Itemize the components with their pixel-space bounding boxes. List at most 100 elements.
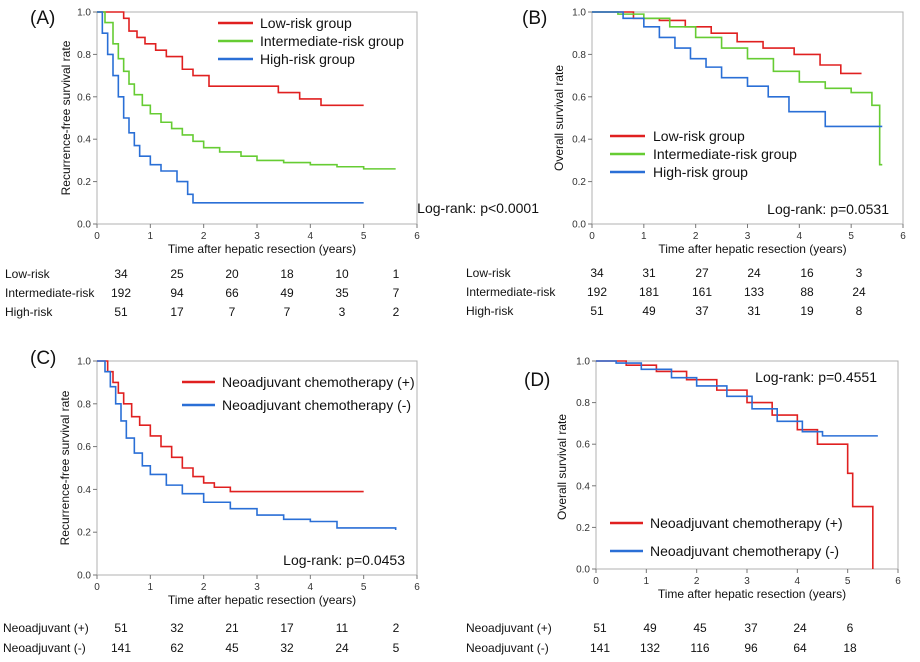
risk-table-value: 1 [393, 267, 400, 281]
risk-table-value: 34 [114, 267, 128, 281]
y-axis-label: Overall survival rate [552, 65, 566, 171]
x-tick-label: 5 [848, 231, 854, 242]
panel-label-A: (A) [30, 8, 55, 29]
legend-entry: High-risk group [653, 164, 748, 180]
risk-table-value: 192 [111, 286, 131, 300]
y-tick-label: 0.6 [572, 92, 586, 103]
x-tick-label: 2 [694, 576, 700, 587]
risk-table-value: 16 [800, 266, 814, 280]
risk-table-value: 21 [225, 621, 239, 635]
log-rank-annotation: Log-rank: p=0.0531 [767, 201, 889, 217]
risk-table-value: 24 [335, 641, 349, 655]
y-tick-label: 0.0 [77, 571, 91, 582]
risk-table-value: 8 [856, 304, 863, 318]
y-tick-label: 0.2 [572, 177, 586, 188]
y-tick-label: 0.4 [572, 135, 586, 146]
risk-table-row-label: Intermediate-risk [5, 286, 95, 300]
km-curve-A-2 [97, 11, 364, 204]
y-tick-label: 0.4 [77, 485, 91, 496]
y-tick-label: 0.2 [576, 523, 590, 534]
risk-table-value: 94 [170, 286, 184, 300]
legend-entry: Intermediate-risk group [653, 146, 797, 162]
x-tick-label: 1 [148, 582, 154, 593]
x-tick-label: 5 [361, 231, 367, 242]
x-axis-label: Time after hepatic resection (years) [168, 242, 356, 256]
y-tick-label: 0.2 [77, 528, 91, 539]
risk-table-value: 3 [339, 305, 346, 319]
risk-table-value: 32 [280, 641, 294, 655]
log-rank-annotation: Log-rank: p<0.0001 [417, 200, 539, 216]
x-tick-label: 0 [593, 576, 599, 587]
risk-table-row-label: Neoadjuvant (-) [3, 641, 86, 655]
risk-table-value: 116 [690, 641, 709, 655]
risk-table-value: 25 [170, 267, 184, 281]
x-tick-label: 3 [254, 582, 260, 593]
risk-table-value: 5 [393, 641, 400, 655]
risk-table-value: 2 [393, 621, 400, 635]
x-tick-label: 4 [797, 231, 803, 242]
legend-entry: Neoadjuvant chemotherapy (-) [222, 397, 411, 413]
risk-table-value: 11 [336, 621, 349, 635]
km-curve-C-1 [97, 360, 397, 531]
x-tick-label: 1 [148, 231, 154, 242]
risk-table-row-label: High-risk [5, 305, 53, 319]
risk-table-row-label: Intermediate-risk [466, 285, 556, 299]
risk-table-value: 35 [335, 286, 349, 300]
x-tick-label: 4 [308, 582, 314, 593]
x-tick-label: 0 [94, 231, 100, 242]
risk-table-value: 19 [800, 304, 814, 318]
risk-table-value: 49 [643, 621, 657, 635]
risk-table-value: 141 [590, 641, 610, 655]
x-tick-label: 5 [845, 576, 851, 587]
risk-table-value: 17 [170, 305, 184, 319]
risk-table-value: 132 [640, 641, 660, 655]
risk-table-value: 51 [590, 304, 604, 318]
y-tick-label: 1.0 [77, 8, 91, 19]
legend-entry: High-risk group [260, 51, 355, 67]
risk-table-value: 17 [280, 621, 294, 635]
x-axis-label: Time after hepatic resection (years) [168, 593, 356, 607]
legend-entry: Low-risk group [653, 128, 745, 144]
risk-table-value: 18 [280, 267, 294, 281]
risk-table-value: 49 [280, 286, 294, 300]
legend-entry: Neoadjuvant chemotherapy (+) [650, 515, 843, 531]
risk-table-row-label: Low-risk [5, 267, 51, 281]
legend-entry: Low-risk group [260, 15, 352, 31]
x-tick-label: 3 [745, 231, 751, 242]
x-tick-label: 3 [254, 231, 260, 242]
risk-table-value: 3 [856, 266, 863, 280]
y-tick-label: 0.6 [576, 440, 590, 451]
x-tick-label: 4 [308, 231, 314, 242]
y-tick-label: 0.8 [576, 398, 590, 409]
y-tick-label: 0.6 [77, 442, 91, 453]
risk-table-row-label: Neoadjuvant (+) [466, 621, 552, 635]
risk-table-value: 161 [692, 285, 712, 299]
x-tick-label: 5 [361, 582, 367, 593]
km-curve-B-1 [592, 11, 883, 166]
risk-table-value: 27 [695, 266, 709, 280]
risk-table-value: 37 [695, 304, 709, 318]
x-tick-label: 6 [414, 231, 420, 242]
legend-entry: Intermediate-risk group [260, 33, 404, 49]
y-axis-label: Overall survival rate [555, 414, 569, 520]
km-curve-A-0 [97, 11, 364, 107]
x-tick-label: 2 [201, 582, 207, 593]
risk-table-value: 181 [639, 285, 659, 299]
risk-table-value: 10 [335, 267, 349, 281]
y-tick-label: 0.0 [576, 565, 590, 576]
km-curve-A-1 [97, 11, 396, 170]
x-tick-label: 6 [895, 576, 901, 587]
risk-table-value: 20 [225, 267, 239, 281]
risk-table-value: 18 [843, 641, 857, 655]
y-tick-label: 0.0 [77, 220, 91, 231]
risk-table-value: 24 [747, 266, 761, 280]
x-tick-label: 0 [94, 582, 100, 593]
y-tick-label: 0.4 [576, 481, 590, 492]
y-tick-label: 0.2 [77, 177, 91, 188]
risk-table-value: 88 [800, 285, 814, 299]
x-tick-label: 6 [414, 582, 420, 593]
risk-table-row-label: Neoadjuvant (-) [466, 641, 549, 655]
risk-table-value: 7 [229, 305, 236, 319]
y-tick-label: 0.0 [572, 220, 586, 231]
x-tick-label: 3 [744, 576, 750, 587]
